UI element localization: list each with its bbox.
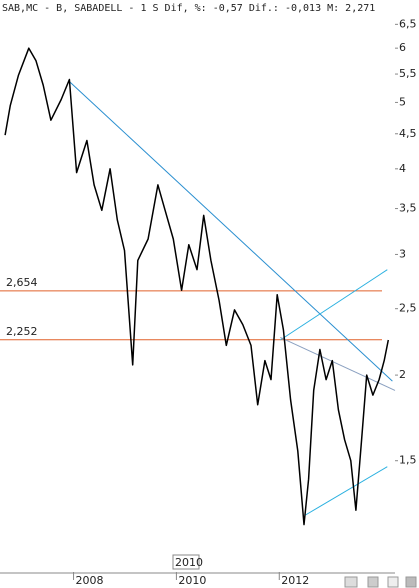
x-tick-label: 2010 <box>178 574 206 587</box>
chart-title: SAB,MC - B, SABADELL - 1 S Dif, %: -0,57… <box>2 3 375 14</box>
price-line <box>4 47 390 526</box>
y-tick-label: 5,5 <box>399 67 417 80</box>
level-label: 2,252 <box>6 325 38 338</box>
y-tick-label: 2 <box>399 368 406 381</box>
cursor-box <box>172 554 200 570</box>
x-tick-label: 2008 <box>76 574 104 587</box>
toolbar <box>344 576 417 588</box>
y-tick-label: 5 <box>399 95 406 108</box>
tool-icon[interactable] <box>344 576 358 588</box>
y-tick-label: 4 <box>399 162 406 175</box>
y-tick-label: 6 <box>399 41 406 54</box>
y-tick-label: 6,5 <box>399 17 417 30</box>
y-tick-label: 4,5 <box>399 127 417 140</box>
trend-line <box>305 466 388 516</box>
x-tick-label: 2012 <box>281 574 309 587</box>
tool-icon[interactable] <box>387 576 399 588</box>
level-label: 2,654 <box>6 276 38 289</box>
cursor-label: 2010 <box>175 556 203 569</box>
trend-line <box>280 336 396 391</box>
tool-icon[interactable] <box>367 576 379 588</box>
y-tick-label: 2,5 <box>399 302 417 315</box>
y-tick-label: 3 <box>399 247 406 260</box>
y-tick-label: 1,5 <box>399 454 417 467</box>
y-tick-label: 3,5 <box>399 202 417 215</box>
tool-icon[interactable] <box>405 576 417 588</box>
trend-line <box>68 80 393 382</box>
trend-line <box>280 269 388 341</box>
